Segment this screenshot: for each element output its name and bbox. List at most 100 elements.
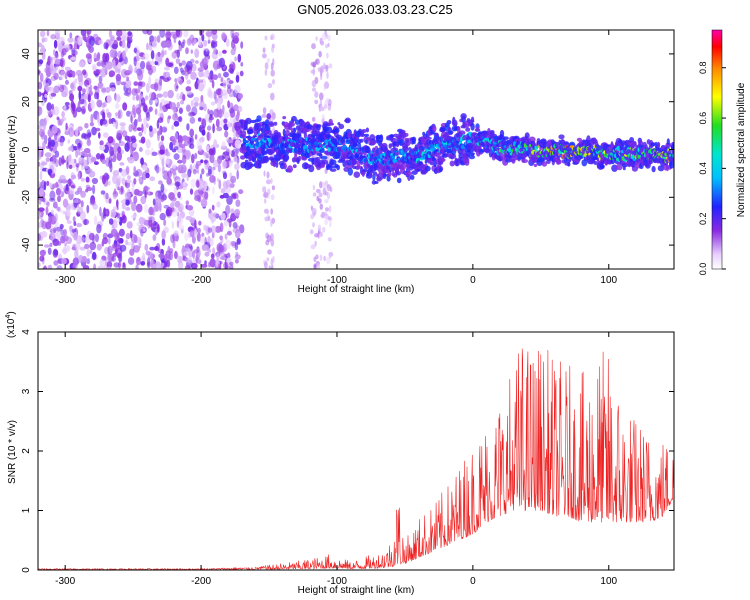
heatmap-streak [270, 62, 274, 71]
heatmap-streak [310, 213, 315, 220]
heatmap-blob [126, 110, 131, 117]
heatmap-blob [122, 130, 128, 138]
heatmap-blob [91, 177, 98, 185]
heatmap-blob [83, 100, 88, 108]
heatmap-blob [158, 108, 164, 118]
heatmap-blob [96, 61, 102, 67]
ridge-halo [665, 144, 672, 148]
heatmap-blob [196, 138, 203, 147]
heatmap-blob [118, 168, 123, 173]
heatmap-blob [239, 224, 245, 234]
heatmap-blob [55, 187, 61, 196]
ridge-halo [291, 115, 297, 122]
heatmap-streak [311, 116, 316, 122]
heatmap-streak [267, 82, 273, 89]
ridge-halo [449, 160, 455, 167]
heatmap-blob [108, 218, 114, 225]
heatmap-blob [121, 202, 126, 210]
ridge-halo [321, 159, 329, 165]
ridge-halo [631, 140, 637, 145]
ridge-halo [292, 164, 297, 169]
heatmap-blob [178, 141, 183, 148]
heatmap-blob [89, 241, 97, 251]
heatmap-blob [161, 158, 165, 167]
heatmap-blob [40, 44, 45, 54]
heatmap-blob [220, 188, 226, 194]
heatmap-blob [178, 62, 183, 67]
heatmap-blob [47, 55, 51, 66]
heatmap-streak [266, 234, 272, 243]
heatmap-blob [190, 100, 194, 107]
colorbar-tick-label: 0.8 [698, 61, 708, 74]
heatmap-blob [207, 108, 210, 115]
heatmap-blob [38, 128, 45, 138]
heatmap-blob [44, 93, 48, 98]
heatmap-blob [156, 93, 164, 98]
ridge-halo [297, 149, 304, 153]
heatmap-blob [142, 30, 149, 35]
heatmap-blob [164, 66, 170, 71]
heatmap-blob [158, 253, 165, 259]
heatmap-blob [159, 30, 166, 38]
heatmap-blob [86, 30, 92, 35]
heatmap-blob [234, 121, 241, 132]
heatmap-blob [38, 106, 43, 116]
heatmap-blob [61, 48, 67, 56]
ridge-halo [347, 167, 353, 176]
heatmap-blob [171, 163, 176, 169]
heatmap-blob [117, 253, 121, 258]
heatmap-blob [171, 210, 178, 218]
heatmap-blob [59, 209, 65, 214]
heatmap-blob [222, 79, 227, 89]
heatmap-blob [69, 187, 75, 195]
heatmap-blob [75, 127, 79, 138]
heatmap-blob [217, 100, 222, 111]
heatmap-streak [270, 92, 275, 101]
ridge-halo [267, 129, 272, 136]
heatmap-blob [114, 65, 119, 74]
heatmap-blob [96, 243, 102, 251]
ridge-halo [294, 119, 300, 125]
heatmap-streak [264, 261, 268, 269]
heatmap-blob [157, 117, 164, 123]
heatmap-blob [165, 31, 172, 40]
ridge-halo [395, 171, 401, 176]
heatmap-streak [324, 64, 329, 70]
ridge-halo [455, 159, 459, 166]
heatmap-streak [264, 198, 267, 204]
ridge-halo [446, 120, 452, 125]
heatmap-blob [235, 114, 240, 122]
heatmap-blob [144, 109, 151, 115]
heatmap-blob [132, 95, 136, 101]
heatmap-blob [131, 201, 137, 212]
heatmap-blob [149, 98, 153, 106]
heatmap-blob [181, 135, 189, 142]
heatmap-blob [165, 152, 171, 157]
heatmap-blob [118, 228, 125, 237]
snr-xtick-label: 0 [470, 576, 476, 587]
heatmap-blob [236, 105, 243, 113]
heatmap-streak [261, 113, 267, 118]
snr-multiplier-suffix: ) [6, 311, 17, 314]
heatmap-blob [212, 74, 218, 80]
heatmap-blob [127, 156, 135, 164]
heatmap-blob [184, 232, 189, 242]
heatmap-blob [119, 244, 127, 252]
heatmap-blob [200, 94, 204, 103]
heatmap-blob [93, 215, 98, 225]
heatmap-blob [217, 263, 221, 269]
heatmap-blob [89, 122, 95, 127]
ridge-halo [240, 130, 247, 137]
heatmap-blob [228, 108, 235, 114]
heatmap-streak [328, 205, 332, 213]
heatmap-blob [212, 123, 215, 134]
heatmap-blob [120, 81, 127, 86]
ridge-halo [344, 117, 351, 124]
heatmap-streak [270, 177, 273, 184]
heatmap-blob [205, 30, 213, 37]
heatmap-blob [160, 135, 165, 142]
ridge-halo [365, 139, 369, 145]
heatmap-blob [240, 62, 244, 67]
heatmap-blob [82, 88, 86, 94]
heatmap-blob [74, 249, 79, 259]
